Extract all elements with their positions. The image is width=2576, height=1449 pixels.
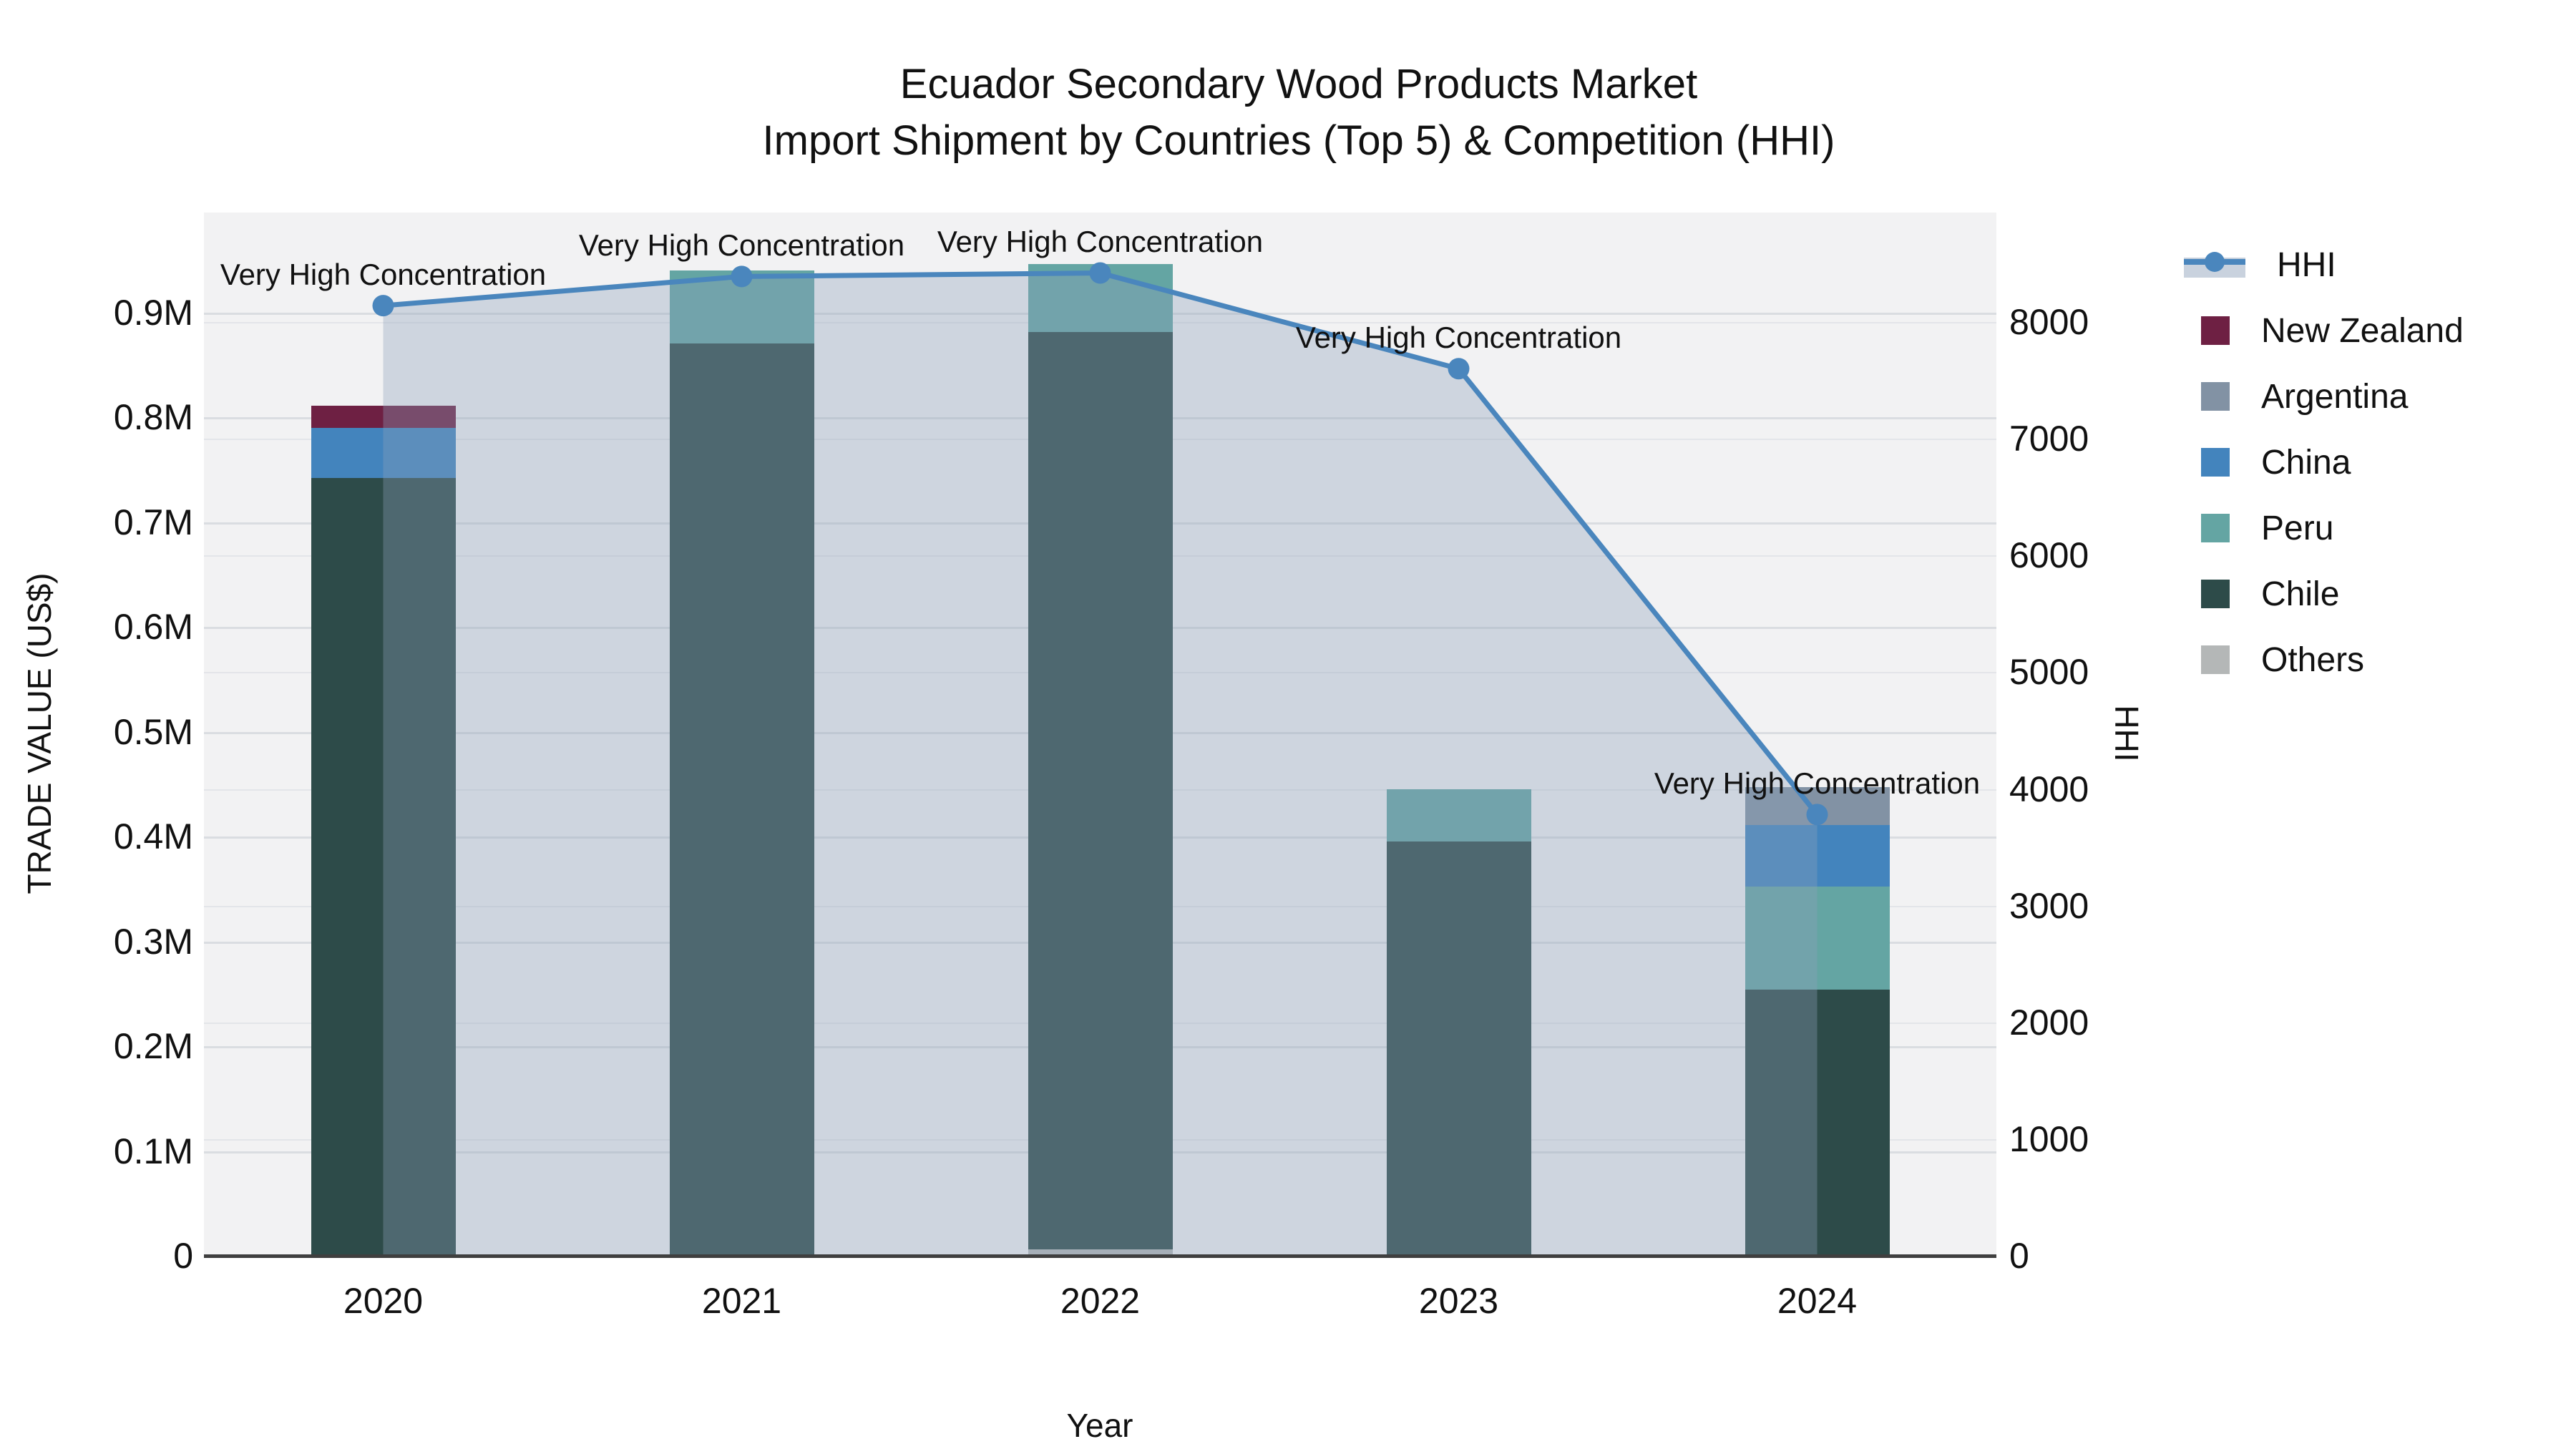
left-tick-0: 0 <box>173 1236 193 1276</box>
bar-segment-2024-peru[interactable] <box>1745 887 1890 990</box>
left-tick-0.6M: 0.6M <box>113 607 193 647</box>
hhi-marker-2024[interactable] <box>1806 804 1828 826</box>
legend-item-others[interactable]: Others <box>2184 627 2364 693</box>
bar-segment-2020-chile[interactable] <box>311 477 456 1256</box>
legend-swatch-argentina <box>2201 382 2230 411</box>
legend-label-china: China <box>2261 443 2351 482</box>
bar-segment-2024-china[interactable] <box>1745 824 1890 887</box>
legend-label-peru: Peru <box>2261 509 2334 547</box>
legend-item-new-zealand[interactable]: New Zealand <box>2184 298 2464 364</box>
right-tick-4000: 4000 <box>2009 769 2089 809</box>
annotation-2023: Very High Concentration <box>1295 321 1622 355</box>
right-tick-6000: 6000 <box>2009 535 2089 576</box>
hhi-marker-2022[interactable] <box>1089 262 1111 284</box>
bar-segment-2021-chile[interactable] <box>669 343 814 1256</box>
hhi-line-layer <box>372 262 1828 1256</box>
legend-item-china[interactable]: China <box>2184 429 2351 495</box>
right-tick-2000: 2000 <box>2009 1002 2089 1043</box>
x-axis-title: Year <box>1066 1407 1133 1444</box>
right-tick-3000: 3000 <box>2009 885 2089 926</box>
chart-title-line1: Ecuador Secondary Wood Products Market <box>899 61 1698 107</box>
right-tick-1000: 1000 <box>2009 1118 2089 1159</box>
legend-swatch-new-zealand <box>2201 316 2230 345</box>
legend-item-hhi[interactable]: HHI <box>2184 232 2336 298</box>
left-tick-0.4M: 0.4M <box>113 816 193 857</box>
left-tick-0.9M: 0.9M <box>113 292 193 333</box>
x-tick-2021: 2021 <box>701 1281 782 1321</box>
left-tick-0.1M: 0.1M <box>113 1131 193 1171</box>
legend-item-chile[interactable]: Chile <box>2184 561 2339 627</box>
bar-segment-2022-others[interactable] <box>1028 1249 1173 1256</box>
legend-label-argentina: Argentina <box>2261 377 2409 416</box>
right-tick-7000: 7000 <box>2009 419 2089 459</box>
legend-item-peru[interactable]: Peru <box>2184 495 2333 561</box>
bar-segment-2020-new-zealand[interactable] <box>311 405 456 428</box>
x-tick-2024: 2024 <box>1777 1281 1858 1321</box>
left-tick-0.3M: 0.3M <box>113 921 193 962</box>
left-axis-title: TRADE VALUE (US$) <box>21 572 58 894</box>
legend-swatch-chile <box>2201 580 2230 608</box>
right-tick-5000: 5000 <box>2009 652 2089 693</box>
hhi-area-fill <box>383 273 1818 1256</box>
annotation-2021: Very High Concentration <box>578 228 905 263</box>
x-tick-2020: 2020 <box>343 1281 424 1321</box>
left-tick-0.7M: 0.7M <box>113 502 193 542</box>
legend-label-others: Others <box>2261 640 2365 679</box>
right-tick-8000: 8000 <box>2009 302 2089 342</box>
hhi-marker-2020[interactable] <box>372 295 394 317</box>
legend-item-argentina[interactable]: Argentina <box>2184 364 2408 429</box>
left-tick-0.8M: 0.8M <box>113 397 193 437</box>
legend-label-hhi: HHI <box>2277 245 2336 284</box>
legend-swatch-china <box>2201 448 2230 477</box>
left-tick-0.2M: 0.2M <box>113 1026 193 1066</box>
bar-segment-2024-chile[interactable] <box>1745 989 1890 1256</box>
chart-title-line2: Import Shipment by Countries (Top 5) & C… <box>762 117 1835 164</box>
x-tick-2022: 2022 <box>1060 1281 1141 1321</box>
bar-segment-2023-peru[interactable] <box>1386 789 1531 842</box>
left-tick-0.5M: 0.5M <box>113 711 193 752</box>
hhi-marker-2023[interactable] <box>1448 358 1470 380</box>
hhi-marker-2021[interactable] <box>731 265 753 288</box>
hhi-marker-icon <box>2205 252 2225 272</box>
legend-label-new-zealand: New Zealand <box>2261 311 2464 350</box>
right-axis-title: HHI <box>2108 705 2145 762</box>
bar-segment-2022-chile[interactable] <box>1028 332 1173 1250</box>
legend-swatch-others <box>2201 645 2230 674</box>
legend-swatch-peru <box>2201 514 2230 542</box>
hhi-legend-sample-icon <box>2184 248 2245 282</box>
annotation-2022: Very High Concentration <box>937 225 1264 259</box>
x-axis-line <box>204 1254 1996 1258</box>
bar-segment-2020-china[interactable] <box>311 427 456 478</box>
annotation-2024: Very High Concentration <box>1654 766 1981 801</box>
x-tick-2023: 2023 <box>1418 1281 1499 1321</box>
annotation-2020: Very High Concentration <box>220 258 547 292</box>
legend-label-chile: Chile <box>2261 575 2340 613</box>
right-tick-0: 0 <box>2009 1236 2029 1276</box>
bar-segment-2023-chile[interactable] <box>1386 841 1531 1256</box>
